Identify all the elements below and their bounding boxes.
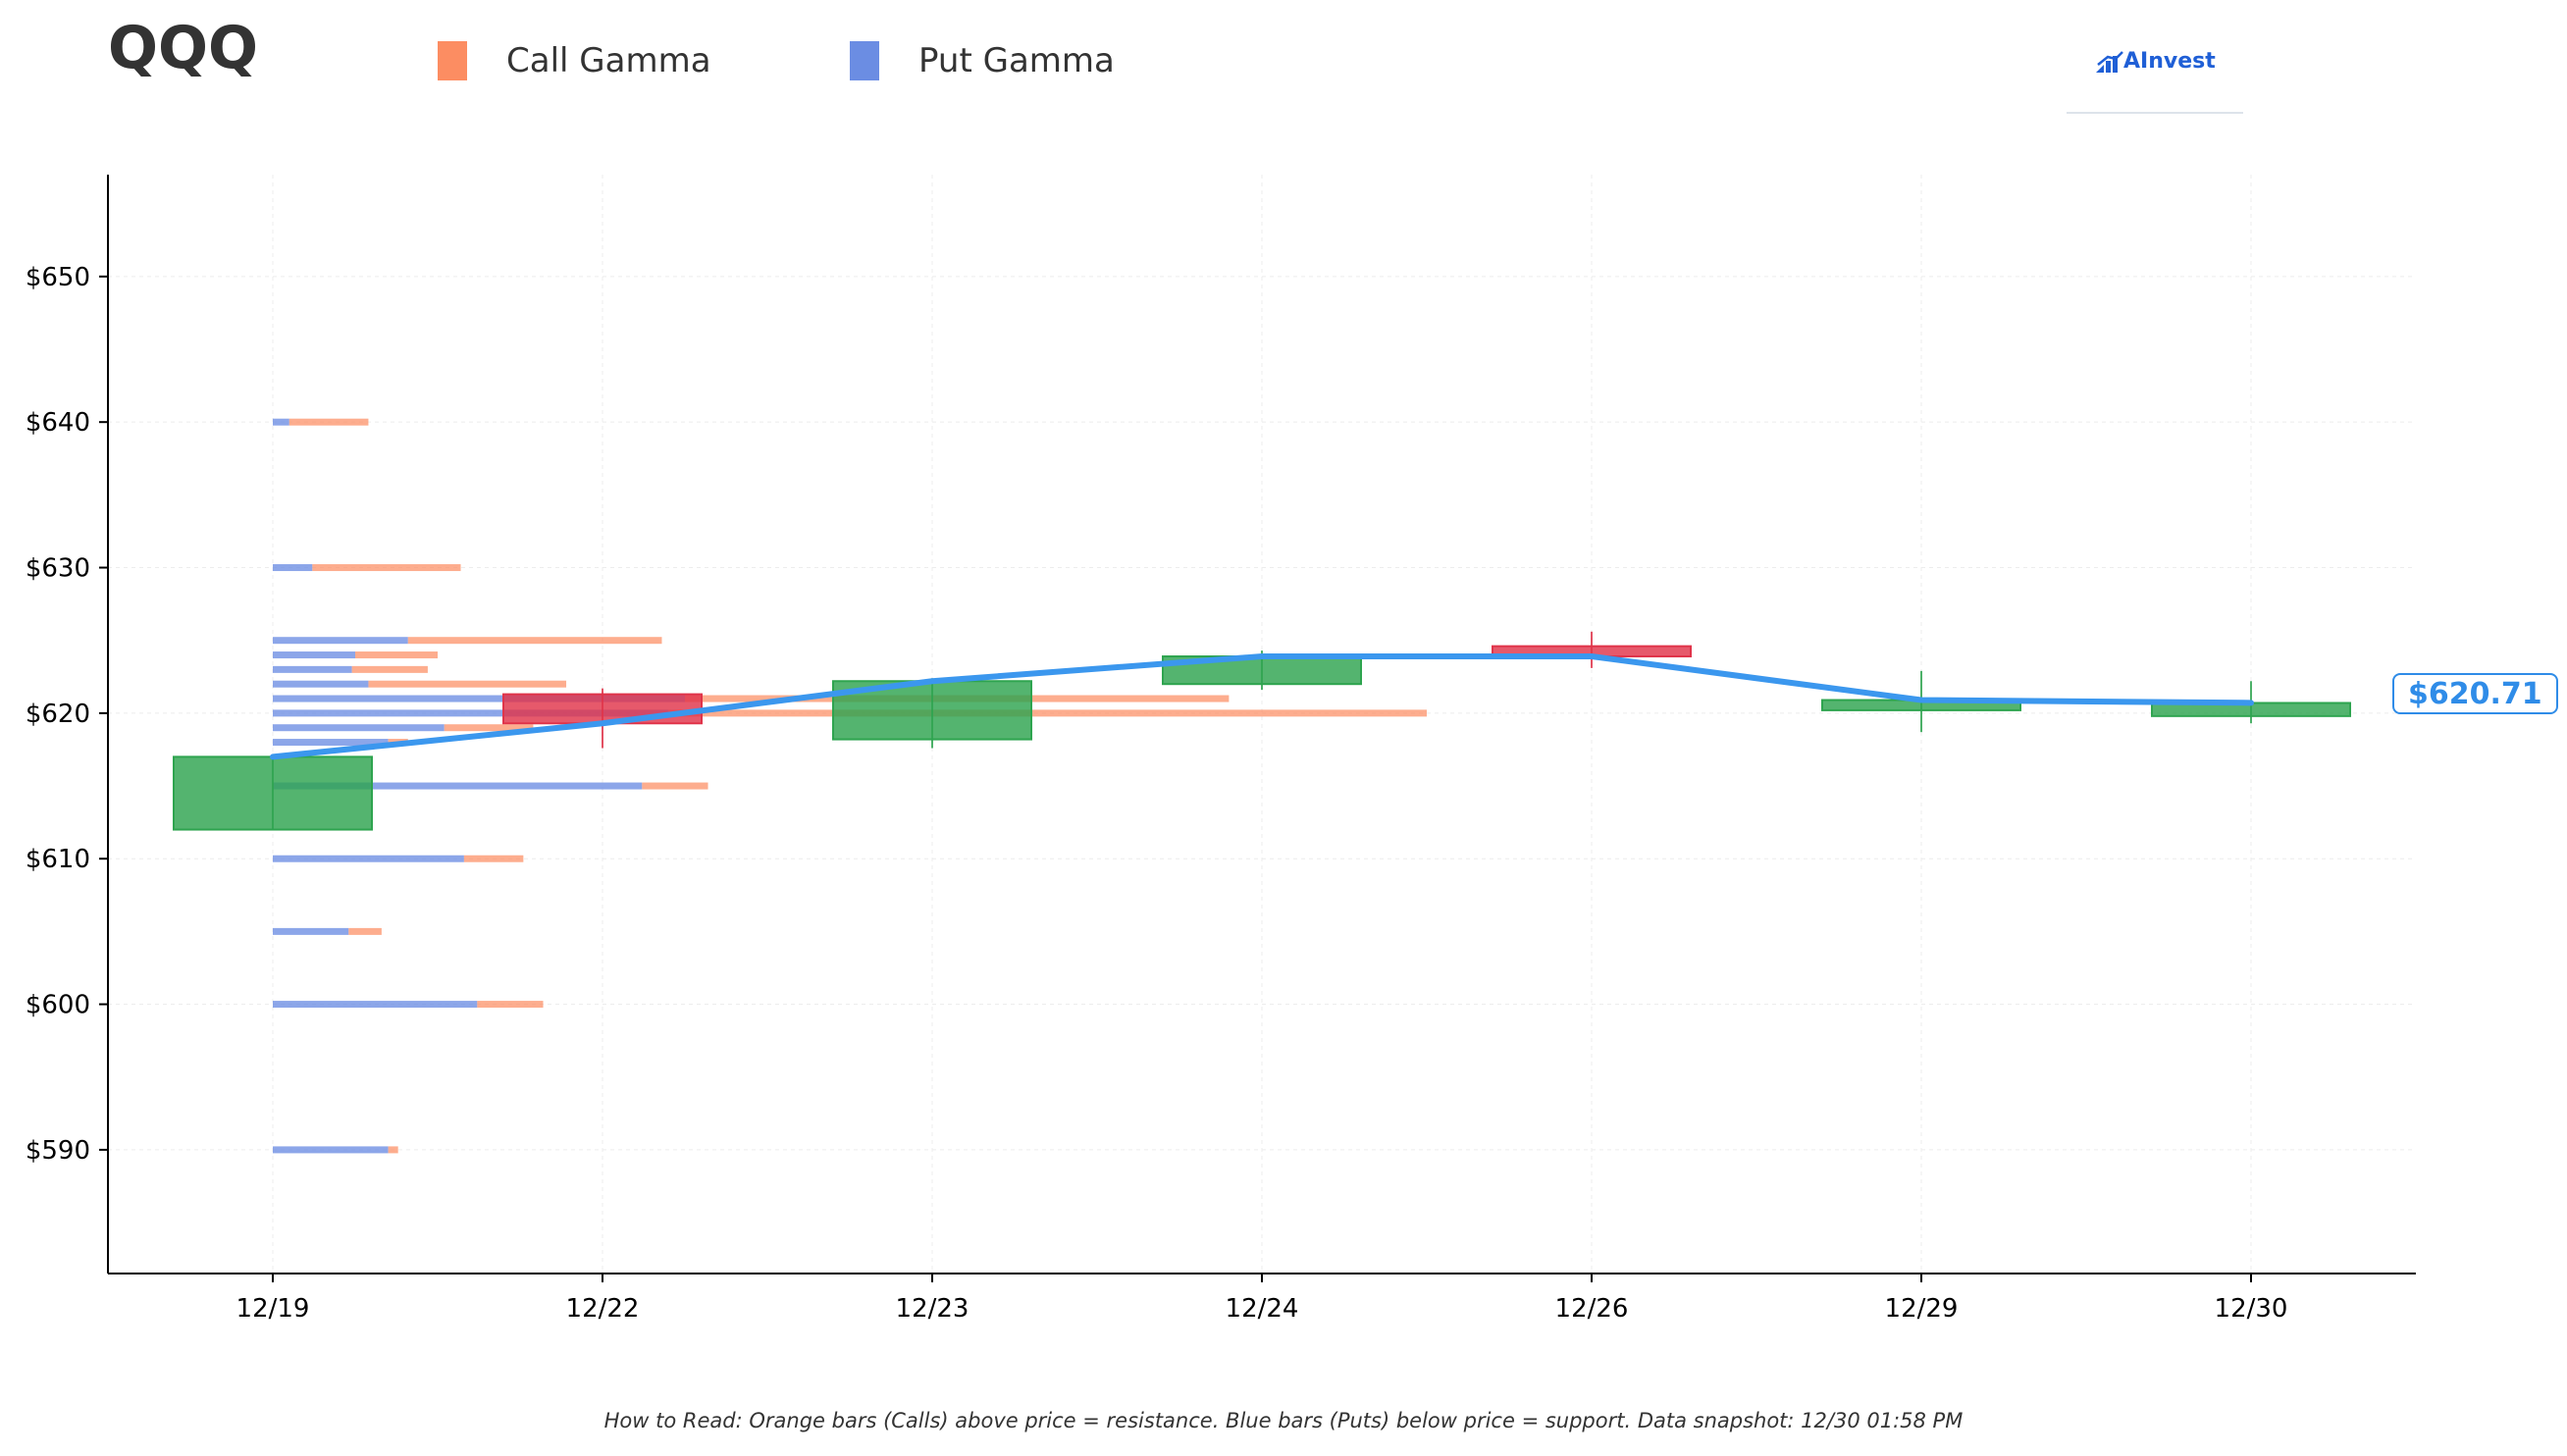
y-tick-label: $590 xyxy=(26,1136,90,1166)
put-gamma-bar xyxy=(273,418,289,426)
footnote: How to Read: Orange bars (Calls) above p… xyxy=(603,1409,1964,1432)
gamma-candlestick-chart: $590 $600 $610 $620 $630 $640 $650 12/19 12/22 12… xyxy=(26,175,2416,1324)
logo-underline xyxy=(2067,112,2243,114)
y-tick-label: $610 xyxy=(26,845,90,874)
axes: $590 $600 $610 $620 $630 $640 $650 12/19 12/22 12… xyxy=(26,175,2416,1324)
x-tick-label: 12/19 xyxy=(236,1294,310,1324)
put-gamma-bar xyxy=(273,695,685,702)
legend-put-label: Put Gamma xyxy=(918,41,1115,80)
put-gamma-bar xyxy=(273,724,445,732)
call-gamma-bar xyxy=(463,855,524,862)
put-gamma-bar xyxy=(273,564,313,572)
legend-call-gamma: Call Gamma xyxy=(438,39,711,82)
call-gamma-bar xyxy=(368,680,567,688)
ticker-title: QQQ xyxy=(108,14,259,82)
put-gamma-bar xyxy=(273,739,389,747)
put-gamma-bar xyxy=(273,782,643,790)
put-gamma-bar xyxy=(273,1146,389,1154)
put-gamma-bar xyxy=(273,680,369,688)
legend-call-swatch xyxy=(438,41,467,80)
put-gamma-bar xyxy=(273,927,349,935)
put-gamma-bar xyxy=(273,1001,478,1009)
legend-put-swatch xyxy=(850,41,879,80)
candlesticks xyxy=(173,631,2351,831)
x-tick-label: 12/29 xyxy=(1885,1294,1959,1324)
call-gamma-bar xyxy=(388,1146,398,1154)
close-price-line xyxy=(270,653,2254,760)
y-tick-label: $620 xyxy=(26,700,90,729)
put-gamma-bar xyxy=(273,709,669,717)
call-gamma-bar xyxy=(312,564,461,572)
logo-text: AInvest xyxy=(2123,49,2216,74)
close-price-line-layer xyxy=(270,653,2254,760)
call-gamma-bar xyxy=(668,709,1427,717)
y-tick-label: $630 xyxy=(26,554,90,584)
call-gamma-bar xyxy=(288,418,369,426)
x-tick-label: 12/22 xyxy=(566,1294,640,1324)
candle-body xyxy=(502,693,703,725)
legend-put-gamma: Put Gamma xyxy=(850,39,1115,82)
call-gamma-bar xyxy=(351,665,428,673)
call-gamma-bar xyxy=(407,637,662,645)
put-gamma-bar xyxy=(273,665,352,673)
call-gamma-bar xyxy=(642,782,708,790)
chart-bars-logo-icon xyxy=(2096,50,2123,73)
grid-lines xyxy=(108,175,2416,1274)
call-gamma-bar xyxy=(355,651,438,659)
y-tick-label: $600 xyxy=(26,991,90,1020)
x-tick-label: 12/30 xyxy=(2215,1294,2288,1324)
ainvest-logo: AInvest xyxy=(2096,49,2216,74)
call-gamma-bar xyxy=(348,927,382,935)
call-gamma-bar xyxy=(477,1001,544,1009)
x-tick-label: 12/26 xyxy=(1555,1294,1629,1324)
call-gamma-bar xyxy=(444,724,534,732)
put-gamma-bar xyxy=(273,651,355,659)
y-tick-label: $640 xyxy=(26,408,90,438)
legend-call-label: Call Gamma xyxy=(506,41,711,80)
put-gamma-bar xyxy=(273,637,408,645)
current-price-tag: $620.71 xyxy=(2392,673,2558,714)
put-gamma-bar xyxy=(273,855,464,862)
candle-body xyxy=(173,755,373,831)
x-tick-label: 12/24 xyxy=(1226,1294,1299,1324)
x-tick-label: 12/23 xyxy=(896,1294,969,1324)
y-tick-label: $650 xyxy=(26,263,90,292)
gamma-bars xyxy=(273,418,1427,1154)
